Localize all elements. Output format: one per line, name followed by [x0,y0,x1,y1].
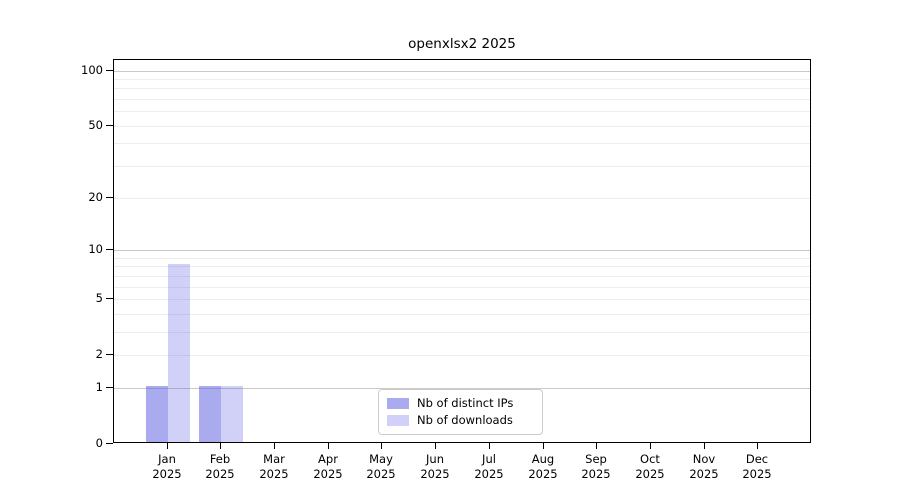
x-axis-tick-mar [274,443,275,449]
month-label: Mar [263,452,285,466]
x-axis-tick-label-sep: Sep 2025 [564,452,628,482]
gridline-major-10 [114,250,810,251]
x-axis-tick-may [381,443,382,449]
year-label: 2025 [689,467,719,481]
year-label: 2025 [635,467,665,481]
month-label: Jun [426,452,444,466]
legend: Nb of distinct IPs Nb of downloads [378,389,543,435]
x-axis-tick-jun [435,443,436,449]
year-label: 2025 [420,467,450,481]
x-axis-tick-label-jan: Jan 2025 [135,452,199,482]
legend-label-distinct-ips: Nb of distinct IPs [417,396,514,410]
month-label: Nov [692,452,716,466]
x-axis-tick-label-nov: Nov 2025 [672,452,736,482]
gridline-minor-6 [114,287,810,288]
year-label: 2025 [474,467,504,481]
bar-nb-of-distinct-ips-jan [146,386,168,442]
x-axis-tick-sep [596,443,597,449]
y-axis-tick-2 [106,354,113,355]
x-axis-tick-apr [328,443,329,449]
bar-nb-of-downloads-feb [221,386,243,442]
gridline-minor-3 [114,332,810,333]
year-label: 2025 [742,467,772,481]
x-axis-tick-feb [220,443,221,449]
gridline-major-1 [114,388,810,389]
y-axis-tick-label-10: 10 [88,242,103,256]
y-axis-tick-1 [106,387,113,388]
gridline-minor-60 [114,111,810,112]
month-label: Jan [158,452,176,466]
gridline-major-100 [114,71,810,72]
legend-item-distinct-ips: Nb of distinct IPs [387,395,534,412]
x-axis-tick-jan [167,443,168,449]
x-axis-tick-label-mar: Mar 2025 [242,452,306,482]
month-label: May [369,452,393,466]
legend-swatch-downloads [387,415,409,426]
month-label: Feb [209,452,231,466]
legend-swatch-distinct-ips [387,398,409,409]
y-axis-tick-label-1: 1 [95,380,103,394]
x-axis-tick-label-aug: Aug 2025 [511,452,575,482]
gridline-minor-50 [114,126,810,127]
x-axis-tick-label-jun: Jun 2025 [403,452,467,482]
x-axis-tick-dec [757,443,758,449]
gridline-minor-9 [114,258,810,259]
x-axis-tick-aug [543,443,544,449]
month-label: Sep [585,452,607,466]
y-axis-tick-label-0: 0 [95,436,103,450]
month-label: Apr [318,452,338,466]
plot-area [113,59,811,443]
bar-nb-of-downloads-jan [168,264,190,442]
x-axis-tick-nov [704,443,705,449]
year-label: 2025 [205,467,235,481]
gridline-minor-20 [114,198,810,199]
x-axis-tick-label-oct: Oct 2025 [618,452,682,482]
legend-label-downloads: Nb of downloads [417,413,513,427]
y-axis-tick-label-20: 20 [88,190,103,204]
year-label: 2025 [152,467,182,481]
month-label: Dec [745,452,769,466]
year-label: 2025 [259,467,289,481]
gridline-minor-8 [114,266,810,267]
legend-item-downloads: Nb of downloads [387,412,534,429]
y-axis-tick-50 [106,125,113,126]
gridline-minor-30 [114,166,810,167]
y-axis-tick-label-50: 50 [88,118,103,132]
year-label: 2025 [528,467,558,481]
chart-title: openxlsx2 2025 [408,36,516,52]
month-label: Oct [640,452,660,466]
year-label: 2025 [366,467,396,481]
bar-layer [114,60,810,442]
y-axis-tick-20 [106,197,113,198]
month-label: Jul [482,452,496,466]
x-axis-tick-label-dec: Dec 2025 [725,452,789,482]
gridline-minor-2 [114,355,810,356]
y-axis-tick-5 [106,298,113,299]
gridline-minor-90 [114,79,810,80]
gridline-minor-80 [114,88,810,89]
gridline-minor-7 [114,276,810,277]
y-axis-tick-label-2: 2 [95,347,103,361]
y-axis-tick-0 [106,443,113,444]
bar-nb-of-distinct-ips-feb [199,386,221,442]
y-axis-tick-label-100: 100 [81,63,103,77]
y-axis-tick-10 [106,249,113,250]
x-axis-tick-label-feb: Feb 2025 [188,452,252,482]
gridline-minor-40 [114,143,810,144]
year-label: 2025 [313,467,343,481]
x-axis-tick-label-may: May 2025 [349,452,413,482]
month-label: Aug [531,452,555,466]
x-axis-tick-label-apr: Apr 2025 [296,452,360,482]
grid-layer [114,60,810,442]
gridline-minor-4 [114,314,810,315]
gridline-minor-70 [114,99,810,100]
y-axis-tick-100 [106,70,113,71]
x-axis-tick-oct [650,443,651,449]
gridline-minor-5 [114,299,810,300]
x-axis-tick-jul [489,443,490,449]
year-label: 2025 [581,467,611,481]
x-axis-tick-label-jul: Jul 2025 [457,452,521,482]
y-axis-tick-label-5: 5 [95,291,103,305]
